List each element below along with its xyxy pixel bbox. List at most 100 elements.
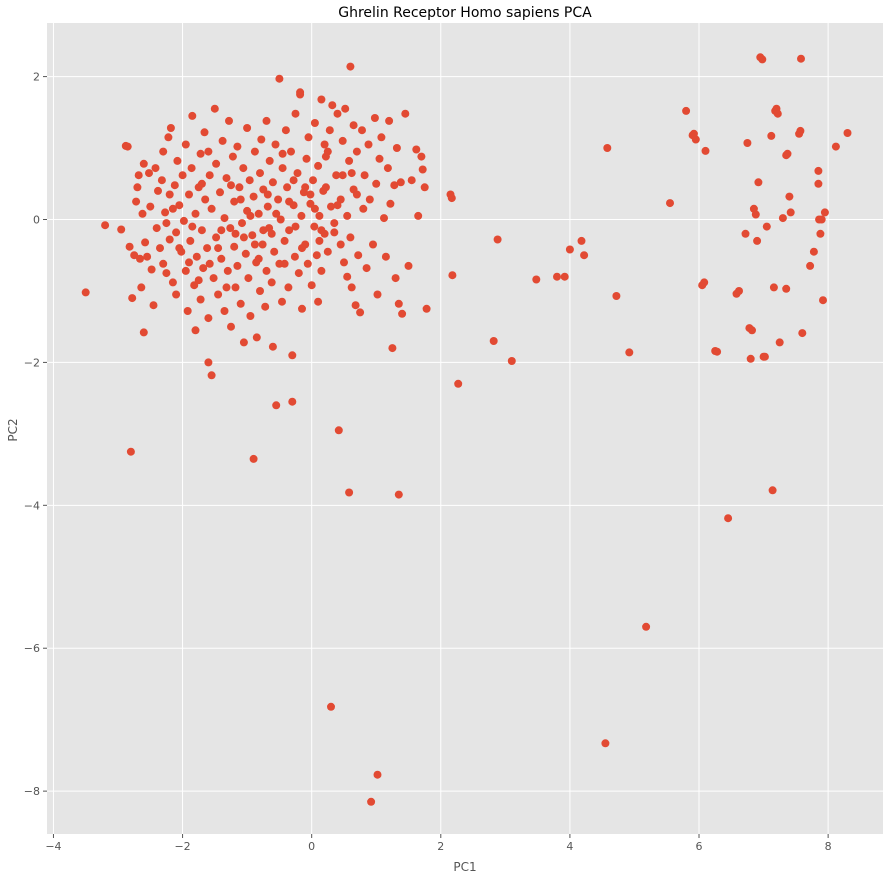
scatter-point [345, 488, 354, 497]
scatter-point [199, 264, 208, 273]
scatter-point [448, 271, 457, 280]
scatter-point [391, 274, 400, 283]
scatter-point [222, 283, 231, 292]
chart-title: Ghrelin Receptor Homo sapiens PCA [338, 5, 592, 21]
scatter-point [325, 126, 334, 135]
scatter-point [278, 149, 287, 158]
scatter-point [343, 272, 352, 281]
scatter-point [239, 164, 248, 173]
scatter-point [263, 202, 272, 211]
scatter-point [151, 164, 160, 173]
scatter-point [141, 238, 150, 247]
scatter-point [817, 215, 826, 224]
scatter-point [166, 124, 175, 132]
scatter-point [230, 242, 239, 251]
scatter-point [216, 188, 224, 197]
scatter-point [145, 169, 153, 178]
scatter-point [315, 211, 324, 220]
scatter-point [170, 181, 179, 190]
scatter-point [306, 190, 315, 199]
scatter-point [186, 236, 195, 245]
scatter-point [278, 297, 286, 306]
scatter-point [261, 302, 270, 311]
scatter-point [314, 297, 323, 306]
scatter-point [197, 179, 206, 188]
scatter-point [256, 287, 264, 295]
scatter-point [263, 190, 272, 199]
scatter-point [138, 209, 147, 218]
y-tick-label: 2 [33, 71, 40, 84]
scatter-point [231, 283, 240, 292]
scatter-point [161, 208, 170, 217]
x-tick-label: 8 [825, 840, 832, 853]
scatter-point [162, 269, 171, 278]
scatter-point [332, 171, 341, 180]
x-tick-label: 0 [308, 840, 315, 853]
scatter-point [383, 164, 392, 173]
scatter-point [207, 371, 216, 380]
scatter-point [380, 214, 388, 223]
scatter-point [254, 254, 263, 263]
scatter-point [81, 288, 90, 297]
scatter-point [291, 222, 300, 231]
scatter-point [175, 244, 184, 253]
scatter-point [243, 124, 252, 132]
scatter-point [532, 275, 541, 284]
scatter-point [185, 190, 193, 199]
scatter-point [758, 55, 767, 64]
scatter-point [226, 224, 235, 233]
scatter-point [315, 236, 324, 245]
scatter-point [493, 235, 502, 244]
scatter-point [741, 229, 750, 238]
scatter-point [254, 209, 263, 218]
scatter-point [178, 171, 187, 180]
scatter-point [298, 244, 306, 253]
scatter-point [303, 259, 312, 268]
scatter-point [580, 251, 589, 260]
scatter-point [317, 95, 326, 104]
scatter-point [187, 164, 196, 173]
y-tick-label: 0 [33, 213, 40, 226]
scatter-point [783, 149, 792, 158]
scatter-point [412, 145, 421, 154]
scatter-point [814, 166, 823, 175]
scatter-point [147, 265, 156, 274]
scatter-point [786, 208, 795, 217]
scatter-point [154, 186, 162, 195]
scatter-point [782, 284, 791, 293]
scatter-point [272, 209, 281, 218]
scatter-point [239, 233, 248, 242]
scatter-point [268, 342, 277, 351]
y-tick-label: −4 [24, 499, 40, 512]
scatter-point [246, 211, 255, 220]
scatter-point [188, 222, 197, 231]
scatter-point [181, 140, 190, 149]
scatter-point [278, 164, 287, 173]
scatter-point [162, 219, 171, 228]
scatter-point [831, 142, 840, 151]
scatter-point [275, 74, 284, 83]
scatter-point [330, 228, 339, 237]
scatter-point [227, 181, 235, 190]
scatter-point [214, 290, 223, 299]
scatter-point [748, 326, 756, 335]
scatter-point [724, 514, 733, 523]
scatter-point [691, 135, 700, 144]
scatter-point [396, 178, 405, 187]
scatter-point [230, 197, 239, 206]
scatter-point [280, 259, 289, 268]
scatter-point [197, 226, 206, 235]
scatter-point [218, 136, 227, 145]
scatter-point [210, 104, 219, 113]
scatter-point [175, 201, 184, 210]
scatter-point [223, 266, 232, 275]
scatter-point [806, 261, 815, 270]
scatter-point [577, 236, 586, 245]
scatter-point [338, 171, 347, 180]
scatter-point [346, 62, 355, 71]
scatter-point [642, 622, 651, 631]
scatter-point [369, 240, 377, 249]
scatter-point [236, 195, 245, 204]
scatter-point [603, 144, 612, 152]
scatter-point [252, 333, 261, 342]
